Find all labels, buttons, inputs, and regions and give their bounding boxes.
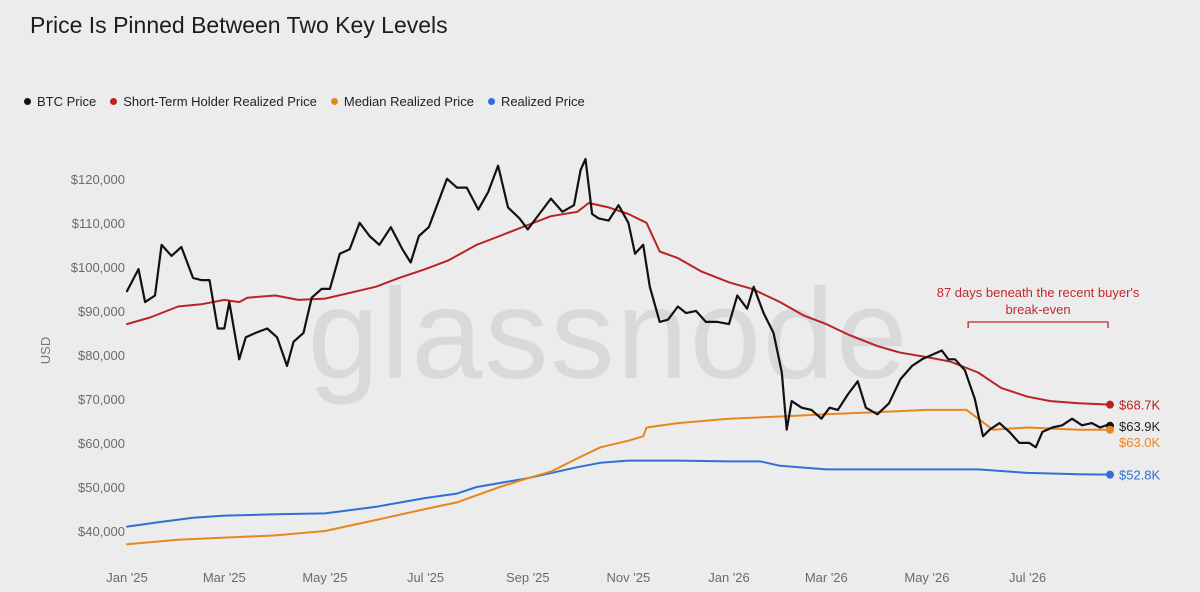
x-tick-label: Jan '26 bbox=[708, 570, 750, 585]
x-tick-label: Jul '26 bbox=[1009, 570, 1046, 585]
x-tick-label: Sep '25 bbox=[506, 570, 550, 585]
x-tick-label: Jul '25 bbox=[407, 570, 444, 585]
legend-dot-realized-price bbox=[487, 98, 495, 105]
y-tick-label: $110,000 bbox=[72, 216, 125, 231]
chart-title: Price Is Pinned Between Two Key Levels bbox=[30, 12, 448, 38]
x-tick-label: Mar '25 bbox=[203, 570, 246, 585]
x-tick-label: Mar '26 bbox=[805, 570, 848, 585]
legend-label-btc-price: BTC Price bbox=[37, 94, 97, 109]
y-tick-label: $90,000 bbox=[78, 304, 125, 319]
end-label-realized-price: $52.8K bbox=[1119, 468, 1161, 483]
y-tick-label: $70,000 bbox=[78, 392, 125, 407]
end-point-median-realized-price bbox=[1106, 425, 1114, 434]
end-label-btc-price: $63.9K bbox=[1119, 419, 1161, 434]
watermark-text: glassnode bbox=[308, 263, 910, 406]
legend-dot-sth-realized-price bbox=[110, 98, 118, 105]
end-point-realized-price bbox=[1106, 470, 1114, 479]
y-tick-label: $40,000 bbox=[78, 524, 125, 539]
y-tick-label: $50,000 bbox=[78, 480, 125, 495]
legend-label-realized-price: Realized Price bbox=[500, 94, 585, 109]
x-tick-label: Jan '25 bbox=[106, 570, 148, 585]
annotation-text-line2: break-even bbox=[1006, 302, 1071, 317]
legend-label-median-realized-price: Median Realized Price bbox=[343, 94, 474, 109]
end-label-median-realized-price: $63.0K bbox=[1119, 435, 1161, 450]
annotation-text-line1: 87 days beneath the recent buyer's bbox=[937, 285, 1140, 300]
legend-item-btc-price[interactable]: BTC Price bbox=[24, 94, 96, 109]
y-tick-label: $60,000 bbox=[78, 436, 125, 451]
y-tick-label: $120,000 bbox=[71, 172, 125, 187]
series-line-median-realized-price bbox=[126, 408, 1111, 546]
x-tick-label: May '25 bbox=[302, 570, 347, 585]
series-line-realized-price bbox=[126, 459, 1111, 528]
x-tick-label: May '26 bbox=[904, 570, 949, 585]
legend-label-sth-realized-price: Short-Term Holder Realized Price bbox=[123, 94, 317, 109]
end-label-short-term-holder-realized-price: $68.7K bbox=[1119, 398, 1161, 413]
legend-item-realized-price[interactable]: Realized Price bbox=[487, 94, 585, 109]
y-axis-title: USD bbox=[38, 337, 53, 364]
annotation-bracket bbox=[967, 321, 1109, 328]
x-tick-label: Nov '25 bbox=[607, 570, 651, 585]
end-point-short-term-holder-realized-price bbox=[1106, 400, 1114, 409]
legend-item-sth-realized-price[interactable]: Short-Term Holder Realized Price bbox=[110, 94, 317, 109]
legend-dot-median-realized-price bbox=[330, 98, 338, 105]
legend-dot-btc-price bbox=[24, 98, 31, 105]
y-tick-label: $80,000 bbox=[78, 348, 125, 363]
series-line-btc-price bbox=[125, 157, 1112, 449]
legend-item-median-realized-price[interactable]: Median Realized Price bbox=[330, 94, 474, 109]
chart-legend: BTC Price Short-Term Holder Realized Pri… bbox=[24, 94, 585, 109]
y-tick-label: $100,000 bbox=[71, 260, 125, 275]
